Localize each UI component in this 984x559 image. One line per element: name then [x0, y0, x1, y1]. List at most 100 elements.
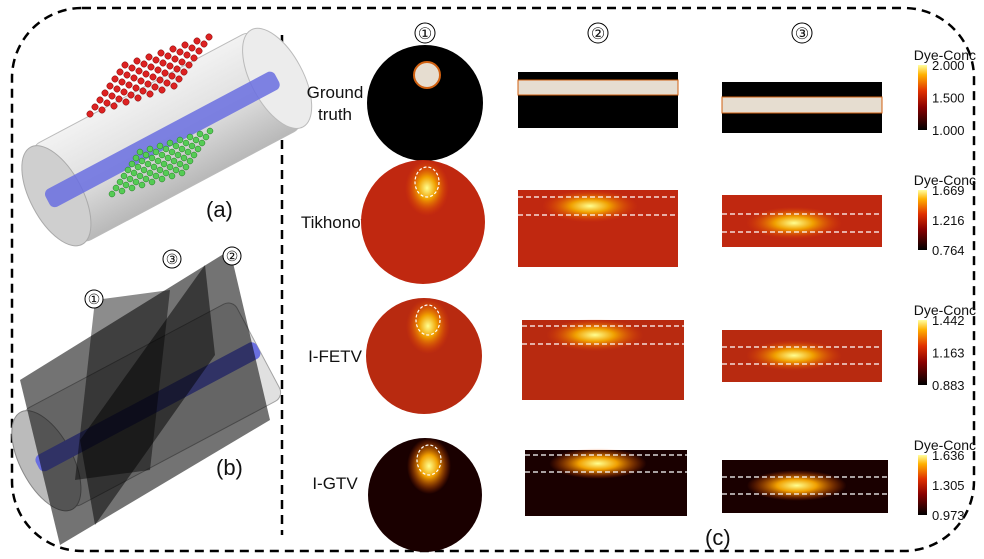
electrode [120, 172, 128, 180]
colorbar-tick: 1.163 [932, 346, 965, 361]
plane-label: ③ [166, 251, 179, 267]
electrode [156, 76, 164, 84]
electrode [101, 89, 109, 97]
electrode [96, 96, 104, 104]
electrode [184, 148, 192, 156]
electrode [200, 40, 208, 48]
reconstruction [406, 298, 450, 354]
cylinder-a [21, 27, 313, 247]
row-label: I-GTV [312, 474, 358, 493]
reconstruction [746, 340, 842, 371]
electrode [145, 53, 153, 61]
true-boundary [414, 166, 440, 198]
colorbar-tick: 1.305 [932, 478, 965, 493]
electrode [142, 70, 150, 78]
colorbar-title: Dye-Conc [914, 172, 976, 188]
electrode [180, 68, 188, 76]
electrode [151, 83, 159, 91]
electrode [166, 139, 174, 147]
electrode [164, 154, 172, 162]
electrode [162, 169, 170, 177]
panel-label: (b) [216, 455, 243, 480]
electrode [103, 99, 111, 107]
electrode [137, 77, 145, 85]
electrode [180, 154, 188, 162]
electrode [156, 166, 164, 174]
electrode [135, 67, 143, 75]
electrode [122, 98, 130, 106]
electrode [120, 88, 128, 96]
electrode [121, 61, 129, 69]
slice-image [361, 160, 485, 284]
inclusion [721, 96, 883, 114]
electrode [134, 94, 142, 102]
colorbar-title: Dye-Conc [914, 302, 976, 318]
row-label: Tikhonov [301, 213, 370, 232]
electrode [168, 72, 176, 80]
electrode [168, 148, 176, 156]
electrode [150, 163, 158, 171]
reconstruction [546, 318, 644, 352]
electrode [186, 133, 194, 141]
electrode [158, 86, 166, 94]
electrode [158, 151, 166, 159]
electrode [176, 136, 184, 144]
reconstruction [746, 470, 847, 501]
colorbar-tick: 1.000 [932, 123, 965, 138]
electrode [152, 56, 160, 64]
electrode [144, 80, 152, 88]
electrode [158, 175, 166, 183]
electrode [195, 47, 203, 55]
electrode [130, 169, 138, 177]
plane-label: ② [226, 248, 239, 264]
electrode [178, 58, 186, 66]
electrode [172, 166, 180, 174]
electrodes [86, 33, 214, 198]
column-marker [587, 22, 609, 44]
electrode [139, 87, 147, 95]
electrode [164, 52, 172, 60]
electrode [152, 172, 160, 180]
electrode [171, 55, 179, 63]
reconstruction [746, 206, 842, 240]
electrode [127, 91, 135, 99]
colorbar [918, 455, 927, 515]
column-header: ③ [795, 26, 809, 43]
electrode [190, 54, 198, 62]
colorbar-title: Dye-Conc [914, 437, 976, 453]
electrode [176, 160, 184, 168]
electrode [149, 73, 157, 81]
colorbar-tick: 1.442 [932, 313, 965, 328]
electrode [130, 74, 138, 82]
colorbar-tick: 1.636 [932, 448, 965, 463]
column-header: ① [418, 26, 432, 43]
electrode [132, 178, 140, 186]
slice-image [366, 298, 482, 414]
electrode [147, 63, 155, 71]
electrode [142, 151, 150, 159]
electrode [108, 92, 116, 100]
electrode [181, 41, 189, 49]
colorbar-tick: 0.883 [932, 378, 965, 393]
electrode [148, 178, 156, 186]
slice-image [367, 45, 483, 161]
electrode [178, 145, 186, 153]
electrode [133, 57, 141, 65]
electrode [134, 163, 142, 171]
electrode [170, 82, 178, 90]
panel-label: (a) [206, 197, 233, 222]
electrode [159, 59, 167, 67]
electrode [146, 169, 154, 177]
column-marker [414, 22, 436, 44]
electrode [185, 61, 193, 69]
slice-image [368, 438, 482, 552]
electrode [172, 142, 180, 150]
electrode [182, 163, 190, 171]
frame [10, 6, 976, 553]
true-boundary [415, 304, 441, 336]
electrode [138, 181, 146, 189]
electrode [128, 184, 136, 192]
electrode [116, 68, 124, 76]
